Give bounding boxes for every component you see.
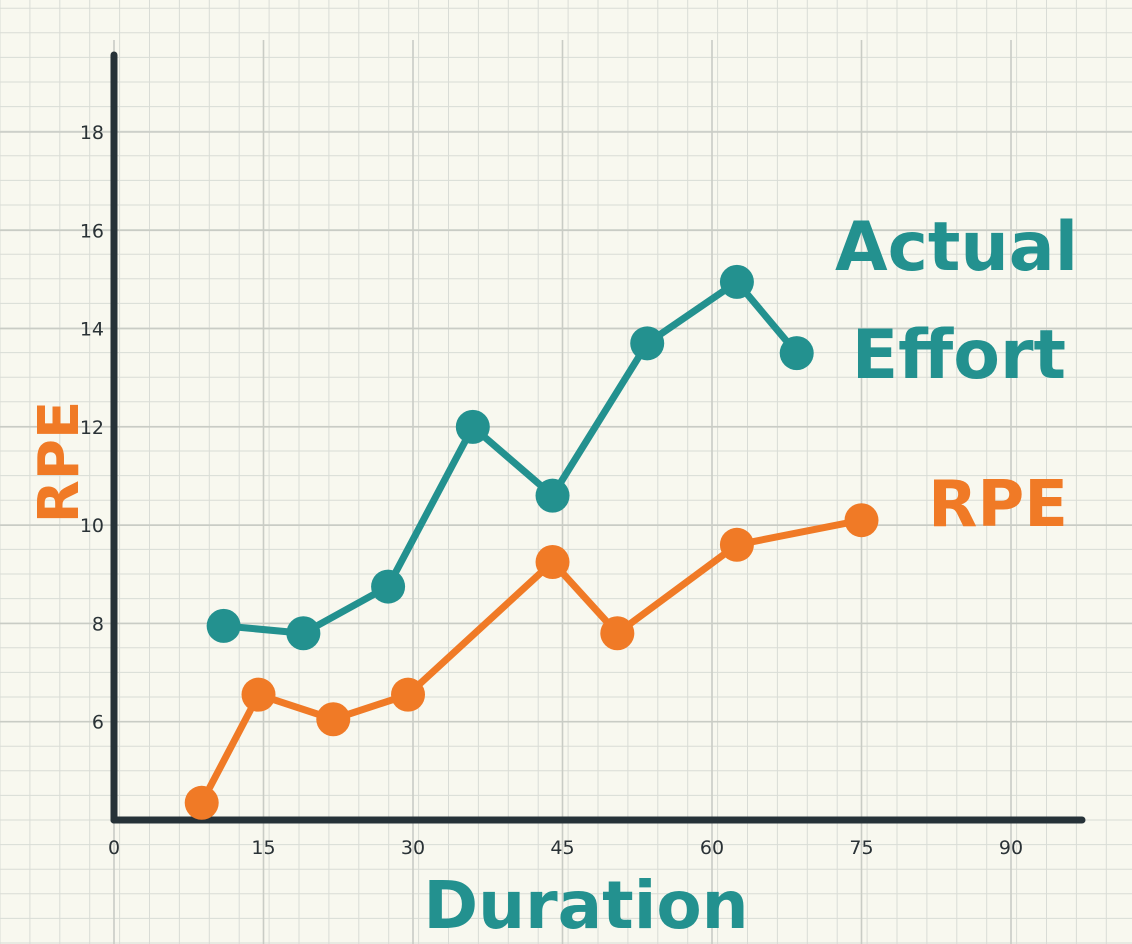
series-line-actual-effort xyxy=(220,278,801,637)
x-tick-label: 75 xyxy=(849,837,873,859)
data-point-actual-effort xyxy=(630,326,665,361)
legend-actual-effort-line1: Actual xyxy=(835,208,1078,287)
data-point-rpe xyxy=(391,677,426,712)
data-point-rpe xyxy=(719,527,754,562)
y-tick-label: 8 xyxy=(92,613,104,635)
series-rpe xyxy=(184,503,879,820)
y-tick-label: 18 xyxy=(80,122,104,144)
x-tick-label: 30 xyxy=(401,837,425,859)
x-tick-label: 0 xyxy=(108,837,120,859)
x-tick-label: 15 xyxy=(251,837,275,859)
y-axis-title: RPE xyxy=(27,401,92,523)
data-point-rpe xyxy=(844,503,879,538)
data-point-actual-effort xyxy=(206,608,241,643)
data-point-rpe xyxy=(535,545,570,579)
x-tick-label: 45 xyxy=(550,837,574,859)
data-point-rpe xyxy=(316,702,351,737)
x-axis-title: Duration xyxy=(423,867,748,944)
data-point-actual-effort xyxy=(286,616,321,651)
y-tick-label: 16 xyxy=(80,220,104,242)
x-tick-labels: 0 15 30 45 60 75 90 xyxy=(108,837,1023,859)
series-layer xyxy=(184,264,879,820)
data-point-actual-effort xyxy=(779,336,814,371)
x-tick-label: 60 xyxy=(700,837,724,859)
data-point-rpe xyxy=(600,616,635,651)
y-tick-label: 12 xyxy=(80,417,104,439)
legend-actual-effort-line2: Effort xyxy=(852,316,1066,395)
data-point-rpe xyxy=(184,785,219,820)
data-point-actual-effort xyxy=(455,409,490,444)
y-tick-label: 14 xyxy=(80,319,104,341)
y-tick-labels: 6 8 10 12 14 16 18 xyxy=(80,122,104,734)
series-actual-effort xyxy=(206,264,814,651)
data-point-actual-effort xyxy=(535,478,570,513)
y-tick-label: 6 xyxy=(92,712,104,734)
y-tick-label: 10 xyxy=(80,515,104,537)
data-point-actual-effort xyxy=(371,569,406,604)
data-point-rpe xyxy=(241,677,276,712)
legend-rpe: RPE xyxy=(928,468,1068,542)
data-point-actual-effort xyxy=(719,264,754,299)
x-tick-label: 90 xyxy=(999,837,1023,859)
series-line-rpe xyxy=(198,516,865,807)
